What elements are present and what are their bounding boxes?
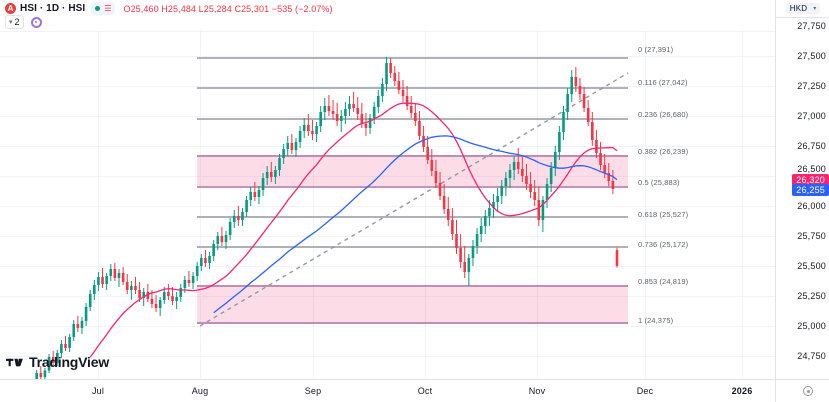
price-badge-ma-fast: 26,320 (792, 174, 829, 186)
gridline-vertical (742, 30, 743, 379)
time-tick-2026: 2026 (731, 386, 753, 396)
price-tick: 24,750 (797, 351, 826, 361)
chevron-down-icon[interactable]: ▾ (813, 6, 817, 12)
price-tick: 26,750 (797, 141, 826, 151)
price-tick: 25,750 (797, 231, 826, 241)
fib-label-0618: 0.618 (25,527) (638, 210, 689, 219)
legend-primary-row: A HSI · 1D · HSI ☰ O25,460 H25,484 L25,2… (5, 2, 333, 15)
price-tick: 27,000 (797, 111, 826, 121)
gridline-vertical (98, 30, 99, 379)
symbol-avatar-icon: A (5, 3, 16, 14)
gridline (0, 31, 775, 32)
price-tick: 26,500 (797, 164, 826, 174)
axis-divider (775, 380, 776, 402)
axis-settings-icon[interactable] (803, 386, 813, 396)
time-tick-dec: Dec (636, 386, 654, 396)
currency-label: HKD (789, 4, 808, 13)
price-tick: 25,000 (797, 321, 826, 331)
fib-label-1: 1 (24,375) (638, 316, 674, 325)
time-tick-nov: Nov (528, 386, 546, 396)
settings-icon[interactable] (30, 16, 42, 28)
price-tick: 25,500 (797, 261, 826, 271)
gridline-vertical (645, 30, 646, 379)
price-tick: 27,250 (797, 81, 826, 91)
time-tick-oct: Oct (417, 386, 433, 396)
time-tick-sep: Sep (304, 386, 322, 396)
bar-style-icon[interactable]: ☰ (104, 3, 112, 13)
price-tick: 27,750 (797, 21, 826, 31)
price-axis[interactable]: HKD ▾ 27,750 27,500 27,250 27,000 26,750… (775, 0, 829, 391)
chart-plot-area[interactable]: 0 (27,391) 0.116 (27,042) 0.236 (26,680)… (0, 30, 775, 379)
fib-label-0736: 0.736 (25,172) (638, 240, 689, 249)
legend-tools-row: ▾ 2 (5, 15, 42, 29)
eye-icon[interactable] (95, 6, 101, 11)
fib-line-0 (197, 57, 628, 59)
fib-label-0116: 0.116 (27,042) (638, 78, 688, 87)
currency-selector[interactable]: HKD ▾ (776, 0, 829, 18)
chevron-down-icon: ▾ (9, 19, 13, 26)
candlestick-series[interactable] (0, 30, 775, 379)
time-tick-jul: Jul (91, 386, 105, 396)
fib-label-0: 0 (27,391) (638, 45, 674, 54)
gridline (0, 56, 775, 57)
ohlc-values: O25,460 H25,484 L25,284 C25,301 −535 (−2… (123, 3, 333, 14)
fib-label-0236: 0.236 (26,680) (638, 110, 689, 119)
series-visibility-controls[interactable]: ☰ (91, 2, 116, 15)
price-tick: 27,500 (797, 51, 826, 61)
price-tick: 25,250 (797, 291, 826, 301)
indicator-count-label: 2 (14, 17, 20, 27)
fib-label-0853: 0.853 (24,819) (638, 277, 689, 286)
chart-legend: A HSI · 1D · HSI ☰ O25,460 H25,484 L25,2… (0, 0, 829, 30)
price-badge-ma-slow: 26,255 (792, 184, 829, 196)
indicator-count-chip[interactable]: ▾ 2 (5, 15, 24, 29)
price-tick: 26,000 (797, 201, 826, 211)
fib-label-05: 0.5 (25,883) (638, 178, 680, 187)
time-axis[interactable]: Jul Aug Sep Oct Nov Dec 2026 (0, 379, 829, 402)
fib-label-0382: 0.382 (26,239) (638, 147, 689, 156)
time-tick-aug: Aug (191, 386, 209, 396)
gridline (0, 356, 775, 357)
symbol-title[interactable]: HSI · 1D · HSI (20, 3, 86, 14)
